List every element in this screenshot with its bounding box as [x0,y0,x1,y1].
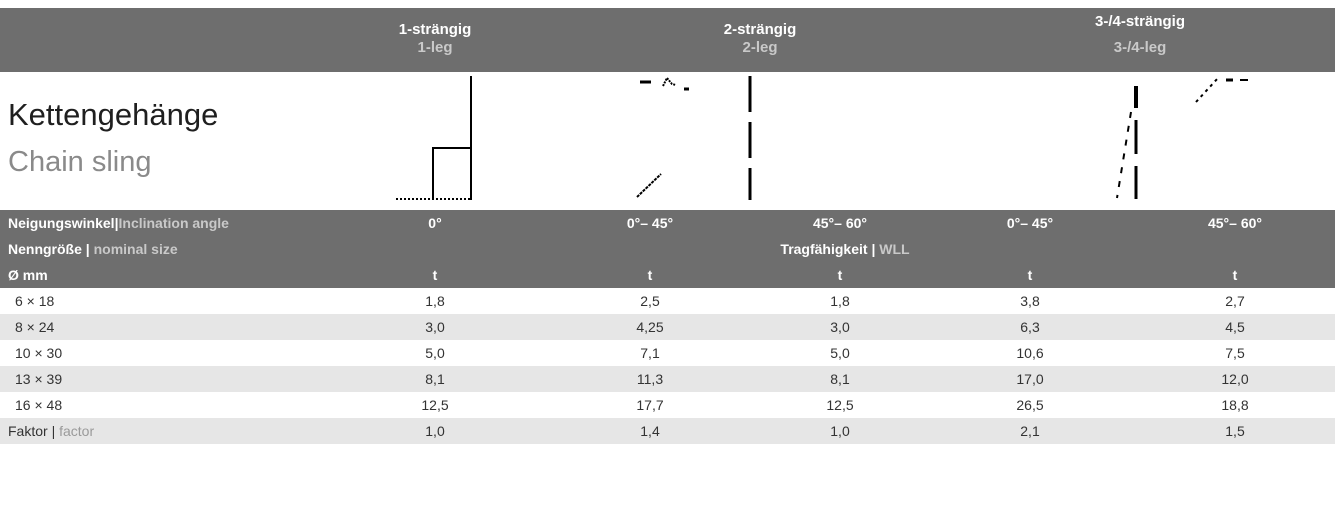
three-four-leg-diagram [1117,78,1248,199]
value-cell: 2,7 [1135,288,1335,314]
nominal-size-de: Nenngröße | [8,241,94,257]
header-2-leg: 2-strängig 2-leg [650,21,870,57]
value-cell: 4,25 [550,314,750,340]
inclination-label-de: Neigungswinkel [8,215,115,231]
value-cell: 12,0 [1135,366,1335,392]
header-1-leg: 1-strängig 1-leg [335,21,535,57]
angle-cell: 0°– 45° [550,210,750,236]
value-cell: 3,0 [740,314,940,340]
unit-cell: t [930,262,1130,288]
size-cell: 6 × 18 [0,288,215,314]
angle-cell: 0° [335,210,535,236]
unit-cell: t [550,262,750,288]
wll-de: Tragfähigkeit | [780,241,879,257]
two-leg-diagram [637,76,750,200]
value-cell: 5,0 [335,340,535,366]
factor-cell: 1,5 [1135,418,1335,444]
factor-label-en: factor [59,423,94,439]
value-cell: 7,5 [1135,340,1335,366]
factor-row: Faktor | factor 1,0 1,4 1,0 2,1 1,5 [0,418,1335,444]
angle-cell: 45°– 60° [740,210,940,236]
value-cell: 17,0 [930,366,1130,392]
value-cell: 26,5 [930,392,1130,418]
inclination-label-en: Inclination angle [119,215,229,231]
value-cell: 17,7 [550,392,750,418]
factor-cell: 1,0 [335,418,535,444]
diameter-unit-label: Ø mm [0,262,208,288]
column-header-band: 1-strängig 1-leg 2-strängig 2-leg 3-/4-s… [0,8,1335,72]
size-cell: 10 × 30 [0,340,215,366]
value-cell: 5,0 [740,340,940,366]
value-cell: 6,3 [930,314,1130,340]
nominal-size-label: Nenngröße | nominal size [0,236,368,262]
factor-cell: 1,4 [550,418,750,444]
table-row: 8 × 24 3,0 4,25 3,0 6,3 4,5 [0,314,1335,340]
header-2-leg-de: 2-strängig [650,21,870,39]
value-cell: 3,8 [930,288,1130,314]
inclination-angle-row: Neigungswinkel|Inclination angle 0° 0°– … [0,210,1335,236]
size-cell: 16 × 48 [0,392,215,418]
value-cell: 8,1 [740,366,940,392]
value-cell: 8,1 [335,366,535,392]
size-cell: 13 × 39 [0,366,215,392]
size-cell: 8 × 24 [0,314,215,340]
sling-diagrams [0,72,1335,207]
nominal-size-row: Nenngröße | nominal size Tragfähigkeit |… [0,236,1335,262]
value-cell: 1,8 [335,288,535,314]
header-1-leg-de: 1-strängig [335,21,535,39]
value-cell: 2,5 [550,288,750,314]
value-cell: 12,5 [335,392,535,418]
value-cell: 18,8 [1135,392,1335,418]
value-cell: 4,5 [1135,314,1335,340]
factor-cell: 2,1 [930,418,1130,444]
header-3-4-leg: 3-/4-strängig 3-/4-leg [1040,13,1240,57]
table-row: 16 × 48 12,5 17,7 12,5 26,5 18,8 [0,392,1335,418]
unit-cell: t [335,262,535,288]
value-cell: 7,1 [550,340,750,366]
header-1-leg-en: 1-leg [335,39,535,57]
value-cell: 12,5 [740,392,940,418]
table-row: 10 × 30 5,0 7,1 5,0 10,6 7,5 [0,340,1335,366]
angle-cell: 45°– 60° [1135,210,1335,236]
inclination-angle-label: Neigungswinkel|Inclination angle [0,210,368,236]
value-cell: 11,3 [550,366,750,392]
header-3-4-leg-en: 3-/4-leg [1040,39,1240,57]
factor-label-de: Faktor | [8,423,59,439]
unit-row: Ø mm t t t t t [0,262,1335,288]
value-cell: 10,6 [930,340,1130,366]
nominal-size-en: nominal size [94,241,178,257]
value-cell: 1,8 [740,288,940,314]
factor-label: Faktor | factor [0,418,258,444]
unit-cell: t [740,262,940,288]
wll-label: Tragfähigkeit | WLL [735,236,955,262]
factor-cell: 1,0 [740,418,940,444]
header-3-4-leg-de: 3-/4-strängig [1040,13,1240,31]
one-leg-diagram [396,76,471,200]
table-row: 13 × 39 8,1 11,3 8,1 17,0 12,0 [0,366,1335,392]
angle-cell: 0°– 45° [930,210,1130,236]
value-cell: 3,0 [335,314,535,340]
header-2-leg-en: 2-leg [650,39,870,57]
table-row: 6 × 18 1,8 2,5 1,8 3,8 2,7 [0,288,1335,314]
unit-cell: t [1135,262,1335,288]
wll-en: WLL [879,241,909,257]
